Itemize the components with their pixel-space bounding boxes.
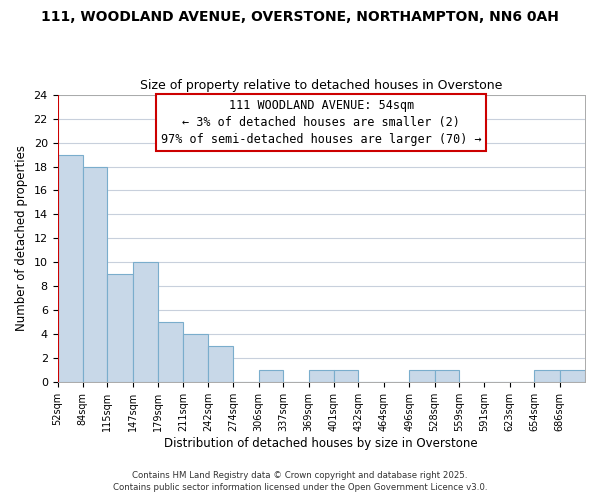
Bar xyxy=(535,370,560,382)
Bar xyxy=(184,334,208,382)
Text: 111, WOODLAND AVENUE, OVERSTONE, NORTHAMPTON, NN6 0AH: 111, WOODLAND AVENUE, OVERSTONE, NORTHAM… xyxy=(41,10,559,24)
Bar xyxy=(409,370,434,382)
Bar xyxy=(58,154,83,382)
Bar xyxy=(208,346,233,382)
Bar xyxy=(158,322,184,382)
Bar xyxy=(434,370,459,382)
Bar xyxy=(560,370,585,382)
Y-axis label: Number of detached properties: Number of detached properties xyxy=(15,146,28,332)
Bar xyxy=(259,370,283,382)
Text: 111 WOODLAND AVENUE: 54sqm
← 3% of detached houses are smaller (2)
97% of semi-d: 111 WOODLAND AVENUE: 54sqm ← 3% of detac… xyxy=(161,99,482,146)
Title: Size of property relative to detached houses in Overstone: Size of property relative to detached ho… xyxy=(140,79,502,92)
Bar xyxy=(308,370,334,382)
X-axis label: Distribution of detached houses by size in Overstone: Distribution of detached houses by size … xyxy=(164,437,478,450)
Bar xyxy=(107,274,133,382)
Bar xyxy=(133,262,158,382)
Bar xyxy=(83,166,107,382)
Bar xyxy=(334,370,358,382)
Text: Contains HM Land Registry data © Crown copyright and database right 2025.
Contai: Contains HM Land Registry data © Crown c… xyxy=(113,471,487,492)
